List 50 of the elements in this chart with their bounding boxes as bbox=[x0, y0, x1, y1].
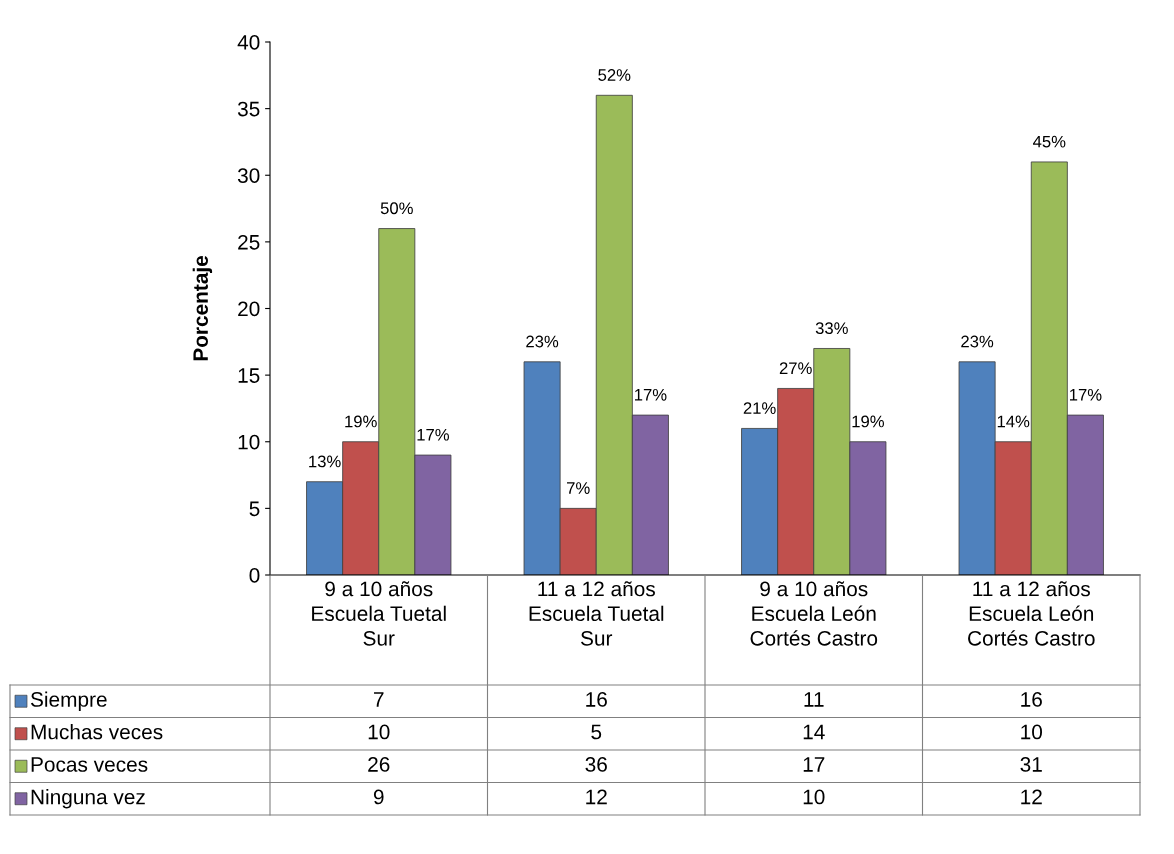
data-label: 10 bbox=[1021, 724, 1043, 740]
y-tick-label: 40 bbox=[237, 35, 260, 50]
y-tick-label: 30 bbox=[237, 168, 260, 183]
data-label: 10 bbox=[368, 724, 390, 740]
annotation: 45% bbox=[1033, 135, 1066, 148]
annotation: 52% bbox=[598, 69, 631, 81]
legend-label: Siempre bbox=[30, 691, 107, 711]
annotation: 19% bbox=[852, 415, 884, 428]
annotation: 33% bbox=[815, 322, 848, 335]
data-label: 12 bbox=[1021, 789, 1042, 805]
annotation: 27% bbox=[779, 362, 812, 374]
data-label: 7 bbox=[374, 692, 384, 707]
data-label: 9 bbox=[373, 789, 384, 805]
legend-label: Muchas veces bbox=[31, 724, 163, 740]
y-tick-label: 20 bbox=[238, 301, 260, 317]
y-tick-label: 10 bbox=[238, 434, 260, 450]
data-label: 31 bbox=[1020, 757, 1042, 772]
data-label: 16 bbox=[586, 692, 607, 707]
x-tick-label: 9 a 10 años Escuela Tuetal Sur bbox=[312, 581, 446, 646]
annotation: 23% bbox=[961, 335, 994, 348]
annotation: 50% bbox=[380, 202, 413, 215]
data-label: 10 bbox=[803, 789, 825, 805]
data-label: 11 bbox=[804, 692, 824, 707]
data-label: 36 bbox=[585, 757, 607, 772]
data-label: 5 bbox=[591, 724, 602, 740]
y-tick-label: 5 bbox=[249, 501, 260, 517]
x-tick-label: 11 a 12 años Escuela León Cortés Castro bbox=[968, 581, 1095, 646]
data-label: 26 bbox=[368, 757, 390, 772]
annotation: 19% bbox=[345, 415, 377, 428]
data-label: 14 bbox=[803, 724, 825, 740]
y-tick-label: 15 bbox=[238, 368, 260, 383]
x-tick-label: 9 a 10 años Escuela León Cortés Castro bbox=[750, 581, 878, 646]
x-tick-label: 11 a 12 años Escuela Tuetal Sur bbox=[529, 581, 664, 646]
y-axis-title: Porcentaje bbox=[192, 255, 213, 361]
y-tick-label: 35 bbox=[237, 101, 260, 117]
data-label: 16 bbox=[1021, 692, 1042, 707]
data-label: 12 bbox=[586, 789, 607, 805]
data-label: 17 bbox=[803, 757, 825, 772]
annotation: 13% bbox=[309, 455, 341, 468]
annotation: 7% bbox=[567, 482, 590, 494]
y-tick-label: 25 bbox=[238, 234, 260, 250]
annotation: 17% bbox=[1070, 388, 1102, 401]
legend-label: Pocas veces bbox=[31, 757, 148, 772]
annotation: 14% bbox=[997, 415, 1030, 428]
legend-label: Ninguna vez bbox=[31, 789, 145, 809]
annotation: 17% bbox=[417, 428, 449, 441]
annotation: 21% bbox=[743, 402, 776, 414]
annotation: 17% bbox=[635, 388, 667, 401]
y-tick-label: 0 bbox=[249, 568, 260, 583]
annotation: 23% bbox=[526, 335, 559, 348]
